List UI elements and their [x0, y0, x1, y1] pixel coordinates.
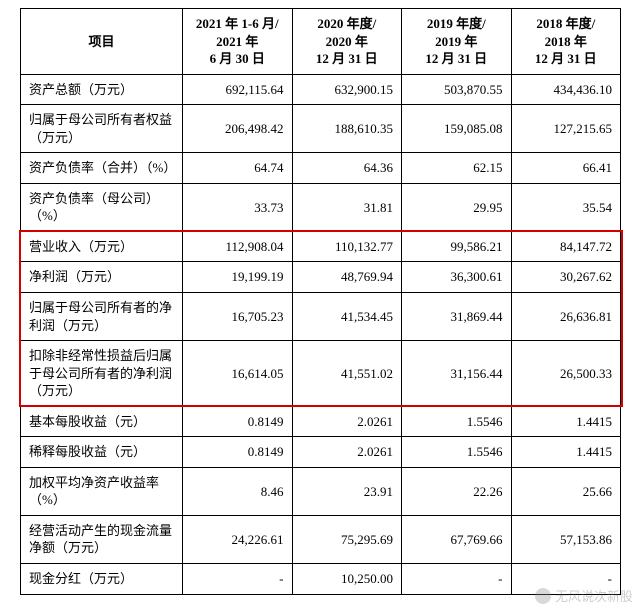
cell-value: 41,551.02 — [292, 341, 402, 407]
cell-value: - — [402, 564, 512, 595]
row-label: 经营活动产生的现金流量净额（万元） — [21, 515, 183, 563]
table-row: 净利润（万元）19,199.1948,769.9436,300.6130,267… — [21, 262, 621, 293]
row-label: 归属于母公司所有者的净利润（万元） — [21, 293, 183, 341]
cell-value: 159,085.08 — [402, 105, 512, 153]
cell-value: 127,215.65 — [511, 105, 621, 153]
cell-value: - — [511, 564, 621, 595]
cell-value: 62.15 — [402, 153, 512, 184]
cell-value: 24,226.61 — [183, 515, 293, 563]
header-label: 项目 — [21, 9, 183, 75]
header-col-0: 2021 年 1-6 月/ 2021 年 6 月 30 日 — [183, 9, 293, 75]
cell-value: 16,614.05 — [183, 341, 293, 407]
cell-value: 36,300.61 — [402, 262, 512, 293]
cell-value: 112,908.04 — [183, 231, 293, 262]
cell-value: 26,500.33 — [511, 341, 621, 407]
cell-value: 22.26 — [402, 467, 512, 515]
row-label: 净利润（万元） — [21, 262, 183, 293]
row-label: 资产负债率（母公司）（%） — [21, 183, 183, 231]
cell-value: 25.66 — [511, 467, 621, 515]
cell-value: 29.95 — [402, 183, 512, 231]
row-label: 稀释每股收益（元） — [21, 437, 183, 468]
cell-value: 41,534.45 — [292, 293, 402, 341]
table-row: 现金分红（万元）-10,250.00-- — [21, 564, 621, 595]
row-label: 归属于母公司所有者权益（万元） — [21, 105, 183, 153]
row-label: 资产负债率（合并）（%） — [21, 153, 183, 184]
cell-value: 35.54 — [511, 183, 621, 231]
cell-value: 48,769.94 — [292, 262, 402, 293]
table-body: 资产总额（万元）692,115.64632,900.15503,870.5543… — [21, 74, 621, 594]
row-label: 扣除非经常性损益后归属于母公司所有者的净利润（万元） — [21, 341, 183, 407]
cell-value: 110,132.77 — [292, 231, 402, 262]
table-row: 归属于母公司所有者的净利润（万元）16,705.2341,534.4531,86… — [21, 293, 621, 341]
cell-value: 692,115.64 — [183, 74, 293, 105]
row-label: 营业收入（万元） — [21, 231, 183, 262]
cell-value: 1.5546 — [402, 406, 512, 437]
cell-value: 503,870.55 — [402, 74, 512, 105]
header-col-1: 2020 年度/ 2020 年 12 月 31 日 — [292, 9, 402, 75]
cell-value: 206,498.42 — [183, 105, 293, 153]
financial-table-container: 项目 2021 年 1-6 月/ 2021 年 6 月 30 日 2020 年度… — [0, 0, 641, 603]
cell-value: 1.5546 — [402, 437, 512, 468]
financial-table: 项目 2021 年 1-6 月/ 2021 年 6 月 30 日 2020 年度… — [20, 8, 621, 595]
table-row: 加权平均净资产收益率（%）8.4623.9122.2625.66 — [21, 467, 621, 515]
cell-value: 67,769.66 — [402, 515, 512, 563]
cell-value: 0.8149 — [183, 406, 293, 437]
cell-value: 8.46 — [183, 467, 293, 515]
cell-value: 31,869.44 — [402, 293, 512, 341]
header-col-2: 2019 年度/ 2019 年 12 月 31 日 — [402, 9, 512, 75]
cell-value: 66.41 — [511, 153, 621, 184]
cell-value: 64.36 — [292, 153, 402, 184]
table-row: 营业收入（万元）112,908.04110,132.7799,586.2184,… — [21, 231, 621, 262]
cell-value: 1.4415 — [511, 437, 621, 468]
cell-value: - — [183, 564, 293, 595]
cell-value: 31.81 — [292, 183, 402, 231]
cell-value: 30,267.62 — [511, 262, 621, 293]
cell-value: 0.8149 — [183, 437, 293, 468]
cell-value: 2.0261 — [292, 406, 402, 437]
table-row: 基本每股收益（元）0.81492.02611.55461.4415 — [21, 406, 621, 437]
table-row: 资产总额（万元）692,115.64632,900.15503,870.5543… — [21, 74, 621, 105]
cell-value: 57,153.86 — [511, 515, 621, 563]
table-row: 资产负债率（母公司）（%）33.7331.8129.9535.54 — [21, 183, 621, 231]
cell-value: 1.4415 — [511, 406, 621, 437]
cell-value: 188,610.35 — [292, 105, 402, 153]
cell-value: 16,705.23 — [183, 293, 293, 341]
cell-value: 19,199.19 — [183, 262, 293, 293]
cell-value: 2.0261 — [292, 437, 402, 468]
table-row: 资产负债率（合并）（%）64.7464.3662.1566.41 — [21, 153, 621, 184]
table-row: 稀释每股收益（元）0.81492.02611.55461.4415 — [21, 437, 621, 468]
cell-value: 10,250.00 — [292, 564, 402, 595]
cell-value: 75,295.69 — [292, 515, 402, 563]
cell-value: 31,156.44 — [402, 341, 512, 407]
header-col-3: 2018 年度/ 2018 年 12 月 31 日 — [511, 9, 621, 75]
cell-value: 33.73 — [183, 183, 293, 231]
row-label: 现金分红（万元） — [21, 564, 183, 595]
row-label: 基本每股收益（元） — [21, 406, 183, 437]
cell-value: 84,147.72 — [511, 231, 621, 262]
table-row: 扣除非经常性损益后归属于母公司所有者的净利润（万元）16,614.0541,55… — [21, 341, 621, 407]
table-row: 归属于母公司所有者权益（万元）206,498.42188,610.35159,0… — [21, 105, 621, 153]
row-label: 资产总额（万元） — [21, 74, 183, 105]
cell-value: 99,586.21 — [402, 231, 512, 262]
cell-value: 632,900.15 — [292, 74, 402, 105]
table-header-row: 项目 2021 年 1-6 月/ 2021 年 6 月 30 日 2020 年度… — [21, 9, 621, 75]
table-row: 经营活动产生的现金流量净额（万元）24,226.6175,295.6967,76… — [21, 515, 621, 563]
cell-value: 434,436.10 — [511, 74, 621, 105]
row-label: 加权平均净资产收益率（%） — [21, 467, 183, 515]
cell-value: 26,636.81 — [511, 293, 621, 341]
cell-value: 64.74 — [183, 153, 293, 184]
cell-value: 23.91 — [292, 467, 402, 515]
